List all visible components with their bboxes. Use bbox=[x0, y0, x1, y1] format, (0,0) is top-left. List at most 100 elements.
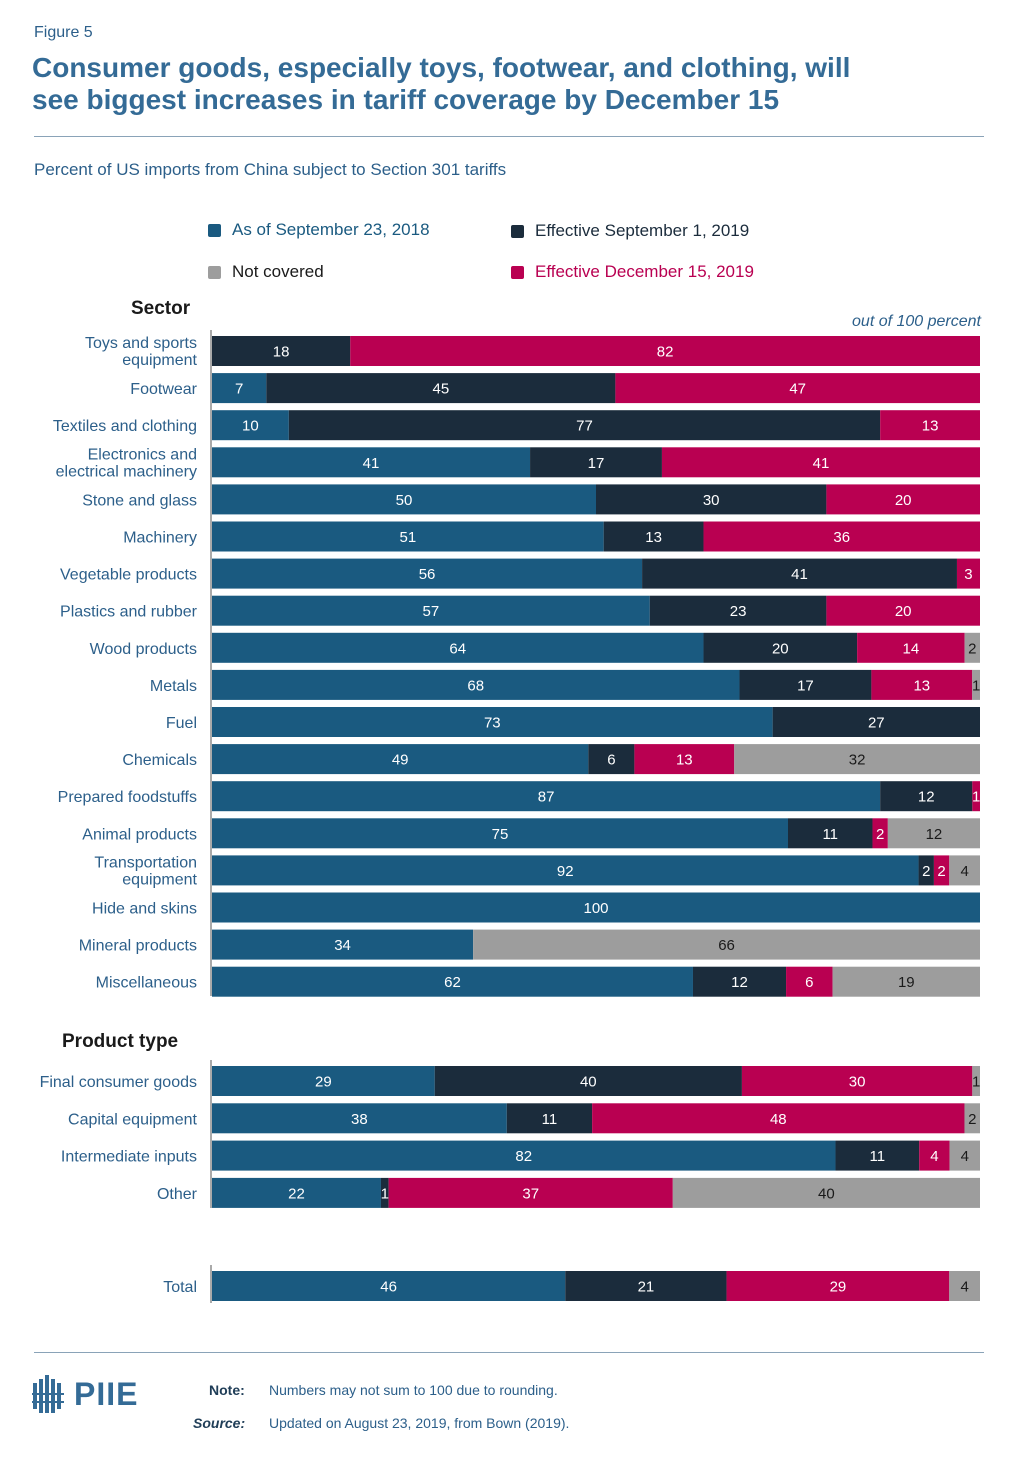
bar-toys-and-sports-equipment-sep2019 bbox=[212, 336, 351, 366]
category-label-mineral-products: Mineral products bbox=[79, 938, 197, 955]
bar-chemicals-sep2019 bbox=[588, 744, 635, 775]
footer-note: Note: Numbers may not sum to 100 due to … bbox=[0, 1382, 1025, 1402]
value-label-mineral-products-not_covered: 66 bbox=[718, 937, 735, 954]
bar-textiles-and-clothing-sep2018 bbox=[212, 410, 289, 441]
value-label-capital-equipment-sep2019: 11 bbox=[542, 1111, 558, 1128]
value-label-electronics-and-electrical-machinery-sep2019: 17 bbox=[588, 455, 605, 472]
bar-total-sep2019 bbox=[565, 1271, 727, 1301]
bar-fuel-sep2018 bbox=[212, 707, 773, 737]
category-label-intermediate-inputs: Intermediate inputs bbox=[61, 1149, 197, 1166]
value-label-final-consumer-goods-sep2019: 40 bbox=[580, 1074, 597, 1091]
value-label-vegetable-products-dec2019: 3 bbox=[964, 566, 972, 583]
piie-logo: PIIE bbox=[32, 1373, 138, 1415]
value-label-prepared-foodstuffs-dec2019: 1 bbox=[972, 789, 980, 806]
bar-other-sep2018 bbox=[212, 1177, 381, 1208]
value-label-capital-equipment-not_covered: 2 bbox=[968, 1111, 976, 1128]
bar-final-consumer-goods-sep2019 bbox=[434, 1066, 742, 1096]
bar-intermediate-inputs-dec2019 bbox=[919, 1140, 950, 1171]
bar-footwear-dec2019 bbox=[615, 373, 980, 404]
legend-swatch-dec2019 bbox=[511, 265, 524, 279]
value-label-chemicals-sep2019: 6 bbox=[607, 752, 615, 769]
value-label-chemicals-not_covered: 32 bbox=[849, 752, 866, 769]
bar-plastics-and-rubber-sep2019 bbox=[649, 595, 827, 626]
value-label-wood-products-sep2018: 64 bbox=[449, 640, 466, 657]
value-label-fuel-sep2019: 27 bbox=[868, 715, 885, 732]
value-label-footwear-sep2019: 45 bbox=[433, 381, 450, 398]
value-label-metals-sep2018: 68 bbox=[467, 677, 484, 694]
bar-footwear-sep2018 bbox=[212, 373, 267, 404]
bar-footwear-sep2019 bbox=[266, 373, 616, 404]
category-label-transportation-equipment-line-1: Transportation bbox=[94, 854, 197, 871]
bar-mineral-products-not_covered bbox=[473, 929, 980, 960]
legend-label-sep2018: As of September 23, 2018 bbox=[232, 220, 430, 239]
bar-wood-products-sep2018 bbox=[212, 632, 704, 663]
bar-transportation-equipment-dec2019 bbox=[933, 855, 950, 886]
value-label-hide-and-skins-sep2018: 100 bbox=[583, 900, 608, 917]
value-label-machinery-dec2019: 36 bbox=[833, 529, 850, 546]
value-label-total-not_covered: 4 bbox=[960, 1279, 968, 1296]
bar-vegetable-products-sep2018 bbox=[212, 558, 643, 589]
bar-transportation-equipment-not_covered bbox=[949, 855, 980, 886]
value-label-prepared-foodstuffs-sep2019: 12 bbox=[918, 789, 935, 806]
category-label-toys-and-sports-equipment-line-2: equipment bbox=[122, 352, 197, 369]
bar-transportation-equipment-sep2019 bbox=[918, 855, 934, 886]
value-label-wood-products-dec2019: 14 bbox=[903, 640, 920, 657]
bar-other-dec2019 bbox=[388, 1177, 673, 1208]
value-label-wood-products-sep2019: 20 bbox=[772, 640, 789, 657]
bar-textiles-and-clothing-dec2019 bbox=[880, 410, 980, 441]
value-label-other-dec2019: 37 bbox=[522, 1185, 539, 1202]
value-label-final-consumer-goods-sep2018: 29 bbox=[315, 1074, 332, 1091]
value-label-machinery-sep2018: 51 bbox=[399, 529, 416, 546]
value-label-footwear-dec2019: 47 bbox=[789, 381, 806, 398]
category-label-electronics-and-electrical-machinery-line-2: electrical machinery bbox=[56, 463, 197, 480]
bar-capital-equipment-sep2018 bbox=[212, 1103, 507, 1134]
bar-vegetable-products-sep2019 bbox=[642, 558, 957, 589]
value-label-miscellaneous-sep2018: 62 bbox=[444, 974, 461, 991]
value-label-textiles-and-clothing-sep2018: 10 bbox=[242, 418, 259, 435]
legend-label-not-covered: Not covered bbox=[232, 262, 324, 281]
bar-miscellaneous-sep2019 bbox=[692, 966, 787, 997]
section-heading-sector: Sector bbox=[131, 298, 191, 319]
note-label: Note: bbox=[209, 1382, 245, 1398]
category-label-toys-and-sports-equipment-line-1: Toys and sports bbox=[85, 335, 197, 352]
value-label-intermediate-inputs-sep2018: 82 bbox=[515, 1148, 532, 1165]
category-label-vegetable-products: Vegetable products bbox=[60, 567, 197, 584]
bar-chemicals-not_covered bbox=[734, 744, 980, 775]
value-label-machinery-sep2019: 13 bbox=[645, 529, 662, 546]
bar-hide-and-skins-sep2018 bbox=[212, 892, 980, 923]
legend-item-sep2019: Effective September 1, 2019 bbox=[511, 221, 749, 241]
bar-chemicals-sep2018 bbox=[212, 744, 589, 775]
footer-source: Source: Updated on August 23, 2019, from… bbox=[0, 1415, 1025, 1435]
value-label-metals-not_covered: 1 bbox=[972, 677, 980, 694]
value-label-vegetable-products-sep2019: 41 bbox=[791, 566, 808, 583]
bar-other-not_covered bbox=[672, 1177, 980, 1208]
legend-swatch-sep2019 bbox=[511, 224, 524, 238]
value-label-stone-and-glass-dec2019: 20 bbox=[895, 492, 912, 509]
bar-fuel-sep2019 bbox=[772, 707, 980, 737]
chart-title: Consumer goods, especially toys, footwea… bbox=[32, 52, 992, 116]
bar-intermediate-inputs-sep2018 bbox=[212, 1140, 836, 1171]
legend-item-not-covered: Not covered bbox=[208, 262, 324, 282]
value-label-final-consumer-goods-dec2019: 30 bbox=[849, 1074, 866, 1091]
bar-other-sep2019 bbox=[380, 1177, 389, 1208]
bar-stone-and-glass-sep2019 bbox=[596, 484, 827, 515]
value-label-miscellaneous-not_covered: 19 bbox=[898, 974, 915, 991]
value-label-animal-products-sep2019: 11 bbox=[822, 826, 838, 843]
value-label-total-sep2019: 21 bbox=[638, 1279, 655, 1296]
bar-textiles-and-clothing-sep2019 bbox=[288, 410, 881, 441]
value-label-other-sep2019: 1 bbox=[381, 1185, 389, 1202]
bar-plastics-and-rubber-sep2018 bbox=[212, 595, 650, 626]
value-label-toys-and-sports-equipment-sep2019: 18 bbox=[273, 344, 290, 361]
legend-swatch-not-covered bbox=[208, 265, 221, 279]
value-label-intermediate-inputs-dec2019: 4 bbox=[930, 1148, 938, 1165]
value-label-electronics-and-electrical-machinery-dec2019: 41 bbox=[813, 455, 830, 472]
bar-machinery-dec2019 bbox=[703, 521, 980, 552]
bar-toys-and-sports-equipment-dec2019 bbox=[350, 336, 980, 366]
legend-label-sep2019: Effective September 1, 2019 bbox=[535, 221, 750, 240]
bar-intermediate-inputs-sep2019 bbox=[835, 1140, 920, 1171]
category-label-transportation-equipment-line-2: equipment bbox=[122, 871, 197, 888]
value-label-wood-products-not_covered: 2 bbox=[968, 640, 976, 657]
value-label-plastics-and-rubber-sep2018: 57 bbox=[423, 603, 440, 620]
value-label-fuel-sep2018: 73 bbox=[484, 715, 501, 732]
